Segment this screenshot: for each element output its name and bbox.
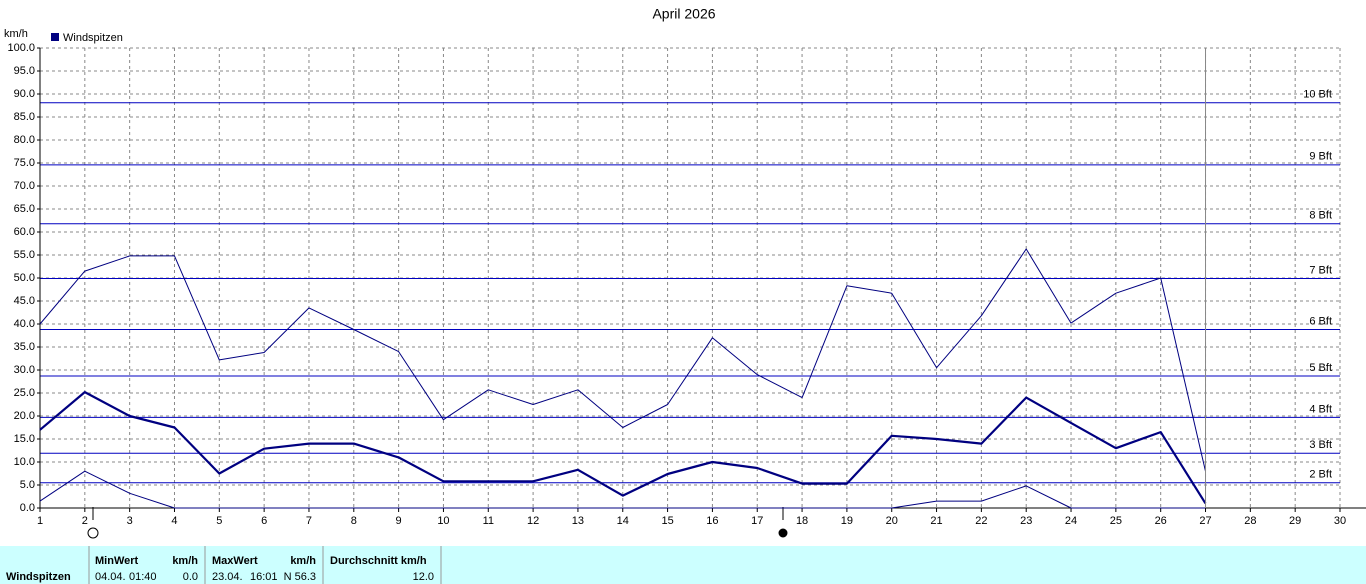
x-tick-label: 10 [437, 515, 449, 527]
y-tick-label: 10.0 [14, 456, 35, 468]
x-tick-label: 8 [351, 515, 357, 527]
y-tick-label: 75.0 [14, 157, 35, 169]
reference-label: 10 Bft [1303, 89, 1332, 101]
x-tick-label: 2 [82, 515, 88, 527]
series-line [39, 248, 1206, 472]
y-tick-label: 15.0 [14, 433, 35, 445]
chart-title: April 2026 [652, 6, 715, 22]
x-tick-label: 28 [1244, 515, 1256, 527]
y-tick-label: 30.0 [14, 364, 35, 376]
y-tick-label: 100.0 [7, 42, 35, 54]
table-cell: 12.0 [413, 571, 434, 583]
y-tick-label: 20.0 [14, 410, 35, 422]
y-tick-label: 40.0 [14, 318, 35, 330]
table-header: km/h [290, 555, 316, 567]
x-tick-label: 27 [1199, 515, 1211, 527]
table-cell: 04.04. [95, 571, 126, 583]
y-tick-label: 55.0 [14, 249, 35, 261]
table-header: km/h [172, 555, 198, 567]
y-tick-label: 65.0 [14, 203, 35, 215]
y-tick-label: 50.0 [14, 272, 35, 284]
reference-label: 9 Bft [1309, 151, 1332, 163]
series-line [39, 391, 1207, 504]
y-tick-label: 0.0 [20, 502, 35, 514]
reference-label: 6 Bft [1309, 315, 1332, 327]
y-tick-label: 95.0 [14, 65, 35, 77]
y-tick-label: 25.0 [14, 387, 35, 399]
legend-swatch [51, 33, 59, 41]
x-tick-label: 23 [1020, 515, 1032, 527]
x-tick-label: 5 [216, 515, 222, 527]
x-tick-label: 21 [930, 515, 942, 527]
x-tick-label: 3 [127, 515, 133, 527]
x-tick-label: 26 [1155, 515, 1167, 527]
table-header: MinWert [95, 555, 139, 567]
table-cell: 23.04. [212, 571, 243, 583]
y-tick-label: 90.0 [14, 88, 35, 100]
table-cell: 16:01 [250, 571, 278, 583]
y-axis-label: km/h [4, 28, 28, 40]
y-tick-label: 5.0 [20, 479, 35, 491]
series-line [39, 470, 1206, 509]
x-tick-label: 14 [617, 515, 629, 527]
y-tick-label: 70.0 [14, 180, 35, 192]
x-tick-label: 16 [706, 515, 718, 527]
x-tick-label: 29 [1289, 515, 1301, 527]
x-tick-label: 9 [396, 515, 402, 527]
full-moon [778, 528, 788, 538]
reference-label: 5 Bft [1309, 362, 1332, 374]
x-tick-label: 15 [661, 515, 673, 527]
reference-label: 3 Bft [1309, 439, 1332, 451]
x-tick-label: 13 [572, 515, 584, 527]
y-tick-label: 85.0 [14, 111, 35, 123]
x-tick-label: 24 [1065, 515, 1077, 527]
x-tick-label: 4 [171, 515, 177, 527]
reference-label: 7 Bft [1309, 264, 1332, 276]
legend-label: Windspitzen [63, 32, 123, 44]
x-tick-label: 11 [483, 515, 494, 527]
x-tick-label: 12 [527, 515, 539, 527]
table-header: Durchschnitt km/h [330, 555, 427, 567]
y-tick-label: 60.0 [14, 226, 35, 238]
x-tick-label: 6 [261, 515, 267, 527]
new-moon [87, 527, 99, 539]
x-tick-label: 20 [886, 515, 898, 527]
x-tick-label: 7 [306, 515, 312, 527]
x-tick-label: 30 [1334, 515, 1346, 527]
stats-table [0, 546, 1366, 584]
x-tick-label: 17 [751, 515, 763, 527]
table-header: MaxWert [212, 555, 258, 567]
table-cell: N 56.3 [284, 571, 316, 583]
y-tick-label: 80.0 [14, 134, 35, 146]
table-cell: 01:40 [129, 571, 157, 583]
x-tick-label: 25 [1110, 515, 1122, 527]
y-tick-label: 35.0 [14, 341, 35, 353]
x-tick-label: 1 [37, 515, 43, 527]
y-tick-label: 45.0 [14, 295, 35, 307]
reference-label: 4 Bft [1309, 403, 1332, 415]
table-row-label: Windspitzen [6, 571, 71, 583]
x-tick-label: 18 [796, 515, 808, 527]
x-tick-label: 22 [975, 515, 987, 527]
x-tick-label: 19 [841, 515, 853, 527]
table-cell: 0.0 [183, 571, 198, 583]
reference-label: 2 Bft [1309, 469, 1332, 481]
reference-label: 8 Bft [1309, 210, 1332, 222]
